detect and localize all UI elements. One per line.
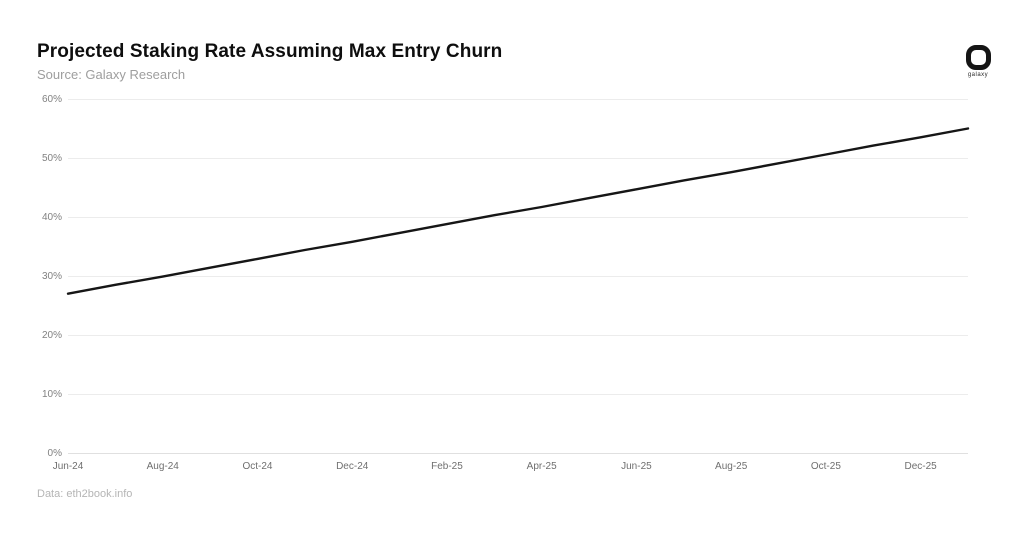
chart-source: Source: Galaxy Research (37, 67, 186, 82)
y-axis-tick-label: 20% (41, 330, 62, 341)
x-axis-tick-label: Dec-25 (904, 461, 937, 472)
gridline (68, 276, 968, 277)
chart-title: Projected Staking Rate Assuming Max Entr… (37, 41, 503, 62)
x-axis-tick-label: Feb-25 (431, 461, 463, 472)
gridline (68, 99, 968, 100)
plot-area: 0% 10% 20% 30% 40% 50% 60% Jun-24 Aug-24 Oct-24 De… (42, 94, 970, 472)
x-axis-tick-label: Oct-24 (242, 461, 273, 472)
x-axis-tick-label: Dec-24 (336, 461, 369, 472)
x-axis-tick-label: Jun-24 (52, 461, 84, 472)
galaxy-logo-label: galaxy (967, 72, 989, 78)
y-axis-tick-label: 40% (41, 212, 62, 223)
galaxy-logo: galaxy (959, 45, 997, 78)
y-axis-tick-label: 50% (41, 153, 62, 164)
x-axis-tick-label: Apr-25 (526, 461, 557, 472)
x-axis-tick-label: Jun-25 (621, 461, 652, 472)
y-axis-tick-label: 30% (41, 271, 62, 282)
gridline (68, 335, 968, 336)
y-axis-tick-label: 0% (47, 448, 62, 459)
gridline (68, 158, 968, 159)
gridline (68, 453, 968, 454)
line-series-layer (66, 127, 970, 295)
gridline (68, 394, 968, 395)
data-attribution: Data: eth2book.info (37, 488, 133, 500)
galaxy-logo-icon (965, 45, 991, 70)
x-axis-tick-label: Oct-25 (810, 461, 841, 472)
projection-line (66, 127, 970, 295)
gridline (68, 217, 968, 218)
x-axis-tick-label: Aug-24 (146, 461, 179, 472)
y-axis-tick-label: 10% (41, 389, 62, 400)
y-axis-tick-label: 60% (41, 94, 62, 105)
x-axis-tick-label: Aug-25 (715, 461, 748, 472)
